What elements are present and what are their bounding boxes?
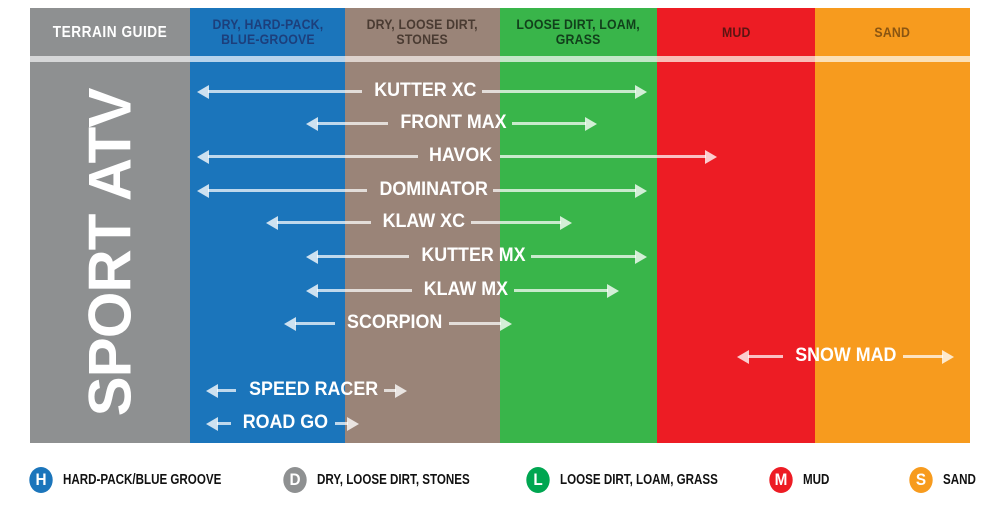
legend-label: DRY, LOOSE DIRT, STONES (317, 472, 470, 488)
arrow-left (266, 215, 371, 230)
header-label-green: LOOSE DIRT, LOAM, GRASS (516, 16, 641, 47)
tire-name-label: KUTTER MX (421, 245, 526, 266)
arrow-left (306, 116, 388, 131)
legend-item: D DRY, LOOSE DIRT, STONES (282, 455, 508, 505)
arrow-right (499, 149, 718, 164)
tire-row: SNOW MAD (0, 343, 1000, 369)
category-block (30, 62, 190, 443)
column-body-blue (190, 62, 345, 443)
arrow-right (531, 249, 647, 264)
legend: H HARD-PACK/BLUE GROOVE D DRY, LOOSE DIRT, … (0, 455, 1000, 505)
tire-row: KLAW MX (0, 277, 1000, 303)
arrow-left (196, 149, 419, 164)
header-label-blue: DRY, HARD-PACK, BLUE-GROOVE (212, 16, 323, 47)
header-cell-red: MUD (657, 8, 815, 56)
column-body-orange (815, 62, 970, 443)
header-label-terrain-guide: TERRAIN GUIDE (52, 23, 168, 41)
tire-name-label: KLAW MX (423, 279, 508, 300)
arrow-right (512, 116, 597, 131)
legend-label: HARD-PACK/BLUE GROOVE (63, 472, 222, 488)
header-divider-guide (30, 56, 190, 62)
tire-name-label: DOMINATOR (379, 179, 488, 200)
dry-loose-dirt-badge-icon: D (283, 467, 307, 493)
header-divider-blue (190, 56, 345, 62)
tire-name-label: FRONT MAX (400, 112, 507, 133)
arrow-right (514, 283, 619, 298)
legend-item: L LOOSE DIRT, LOAM, GRASS (525, 455, 757, 505)
legend-item: H HARD-PACK/BLUE GROOVE (28, 455, 261, 505)
loose-dirt-badge-icon: L (526, 467, 550, 493)
tire-row: KUTTER MX (0, 243, 1000, 269)
legend-item: S SAND (908, 455, 984, 505)
header-cell-tan: DRY, LOOSE DIRT, STONES (345, 8, 500, 56)
header-cell-blue: DRY, HARD-PACK, BLUE-GROOVE (190, 8, 345, 56)
legend-label: LOOSE DIRT, LOAM, GRASS (560, 472, 718, 488)
arrow-left (306, 283, 412, 298)
tire-name-label: SCORPION (347, 312, 443, 333)
sand-badge-icon: S (909, 467, 933, 493)
header-label-orange: SAND (874, 23, 911, 40)
arrow-right (482, 84, 647, 99)
header-label-red: MUD (721, 23, 751, 40)
column-body-red (657, 62, 815, 443)
tire-row: HAVOK (0, 143, 1000, 169)
arrow-left (205, 383, 237, 398)
arrow-right (471, 215, 572, 230)
header-divider-orange (815, 56, 970, 62)
arrow-left (283, 316, 336, 331)
tire-row: SPEED RACER (0, 377, 1000, 403)
tire-name-label: KLAW XC (382, 211, 465, 232)
tire-name-label: SPEED RACER (249, 379, 379, 400)
arrow-left (205, 416, 232, 431)
header-divider-tan (345, 56, 500, 62)
arrow-right (334, 416, 360, 431)
header-divider-green (500, 56, 657, 62)
column-body-green (500, 62, 657, 443)
tire-row: KLAW XC (0, 209, 1000, 235)
arrow-left (197, 84, 362, 99)
tire-name-label: KUTTER XC (374, 80, 477, 101)
arrow-right (448, 316, 513, 331)
arrow-right (902, 349, 955, 364)
header-label-tan: DRY, LOOSE DIRT, STONES (366, 16, 479, 47)
legend-label: MUD (803, 472, 830, 488)
tire-row: DOMINATOR (0, 177, 1000, 203)
tire-row: FRONT MAX (0, 110, 1000, 136)
legend-label: SAND (943, 472, 976, 488)
hard-pack-badge-icon: H (29, 467, 53, 493)
mud-badge-icon: M (769, 467, 793, 493)
tire-name-label: ROAD GO (243, 412, 329, 433)
arrow-right (383, 383, 408, 398)
arrow-left (736, 349, 784, 364)
header-divider-red (657, 56, 815, 62)
tire-row: KUTTER XC (0, 78, 1000, 104)
arrow-right (493, 183, 647, 198)
header-cell-green: LOOSE DIRT, LOAM, GRASS (500, 8, 657, 56)
tire-row: SCORPION (0, 310, 1000, 336)
column-body-tan (345, 62, 500, 443)
tire-row: ROAD GO (0, 410, 1000, 436)
header-cell-orange: SAND (815, 8, 970, 56)
arrow-left (197, 183, 367, 198)
tire-name-label: HAVOK (429, 145, 493, 166)
arrow-left (306, 249, 409, 264)
header-cell-terrain-guide: TERRAIN GUIDE (30, 8, 190, 56)
legend-item: M MUD (768, 455, 836, 505)
tire-name-label: SNOW MAD (795, 345, 897, 366)
